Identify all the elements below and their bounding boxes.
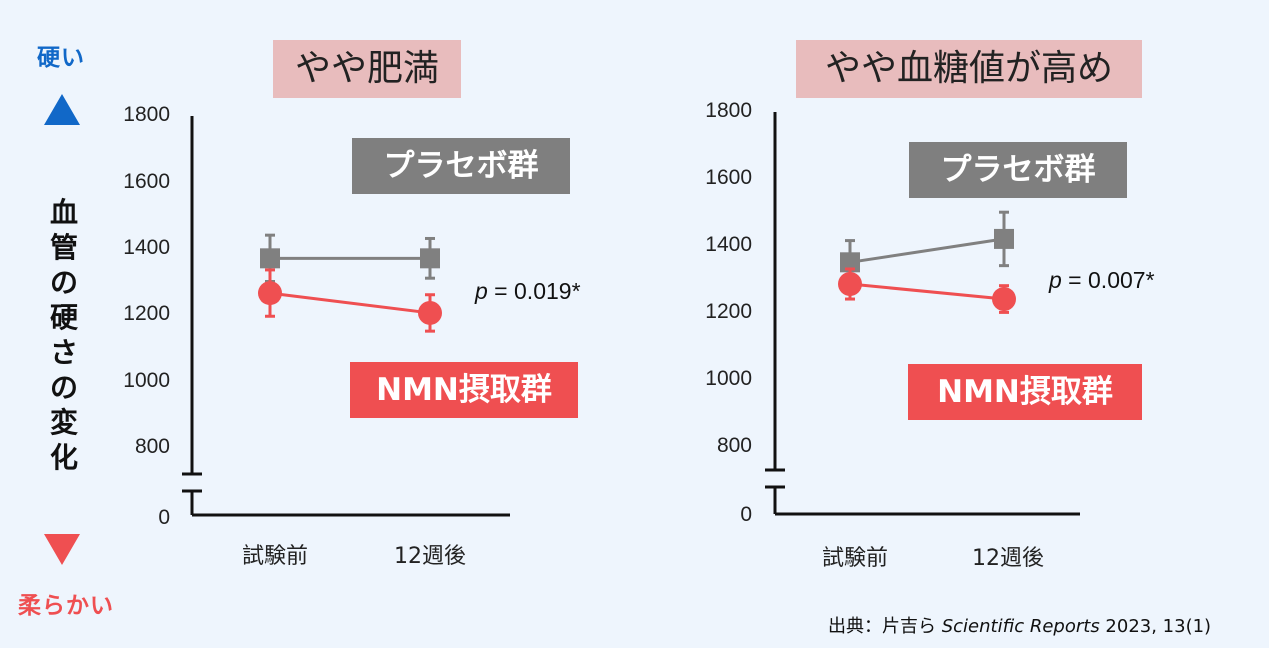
chart1-ytick: 1800 xyxy=(123,103,170,126)
chart1-series-line xyxy=(269,291,431,315)
chart2-ytick: 1400 xyxy=(705,233,752,256)
chart1-ytick: 1000 xyxy=(123,369,170,392)
source-citation: 出典：片吉ら Scientific Reports 2023, 13(1) xyxy=(828,612,1211,638)
hard-label: 硬い xyxy=(37,45,85,71)
source-journal: Scientific Reports xyxy=(941,616,1100,637)
source-prefix: 出典：片吉ら xyxy=(828,616,942,637)
chart2-ytick: 1000 xyxy=(705,367,752,390)
source-suffix: 2023, 13(1) xyxy=(1099,616,1212,637)
chart1-xtick: 試験前 xyxy=(241,544,308,569)
soft-label: 柔らかい xyxy=(18,593,114,619)
chart1-data-point-square xyxy=(260,248,280,269)
chart2-data-point-square xyxy=(840,252,860,273)
chart2-xtick: 12週後 xyxy=(972,546,1044,571)
chart2-p-value: p = 0.007* xyxy=(1049,267,1155,294)
chart1-legend-nmn: NMN摂取群 xyxy=(350,362,578,418)
chart1-xtick: 12週後 xyxy=(394,544,466,569)
chart1-title: やや肥満 xyxy=(273,40,461,98)
chart1-data-point-square xyxy=(420,248,440,269)
chart2-data-point-square xyxy=(994,228,1014,249)
chart1-data-point-circle xyxy=(258,281,282,306)
chart2-data-point-circle xyxy=(838,272,862,297)
chart1-ytick: 800 xyxy=(134,435,170,458)
chart2-xtick: 試験前 xyxy=(821,546,888,571)
chart1-data-point-circle xyxy=(418,300,442,325)
p-symbol: p xyxy=(1049,267,1062,293)
p-value-text: = 0.007* xyxy=(1061,267,1155,293)
y-axis-title: 血管の硬さの変化 xyxy=(49,196,78,474)
chart2-legend-nmn: NMN摂取群 xyxy=(908,364,1142,420)
chart2-ytick: 1200 xyxy=(705,300,752,323)
chart2-ytick: 0 xyxy=(740,503,752,526)
chart1-ytick: 1200 xyxy=(123,302,170,325)
chart2-series-line xyxy=(849,237,1005,264)
p-symbol: p xyxy=(475,278,488,304)
chart2-series-line xyxy=(849,282,1005,301)
p-value-text: = 0.019* xyxy=(487,278,581,304)
chart2-data-point-circle xyxy=(992,287,1016,312)
chart2-ytick: 1800 xyxy=(705,99,752,122)
chart1-legend-placebo: プラセボ群 xyxy=(352,138,570,194)
chart1-p-value: p = 0.019* xyxy=(475,278,581,305)
chart2-title: やや血糖値が高め xyxy=(796,40,1142,98)
chart1-ytick: 1600 xyxy=(123,170,170,193)
chart2-legend-placebo: プラセボ群 xyxy=(909,142,1127,198)
chart2-ytick: 1600 xyxy=(705,166,752,189)
chart2-ytick: 800 xyxy=(716,434,752,457)
chart1-ytick: 0 xyxy=(158,506,170,529)
chart1-ytick: 1400 xyxy=(123,236,170,259)
